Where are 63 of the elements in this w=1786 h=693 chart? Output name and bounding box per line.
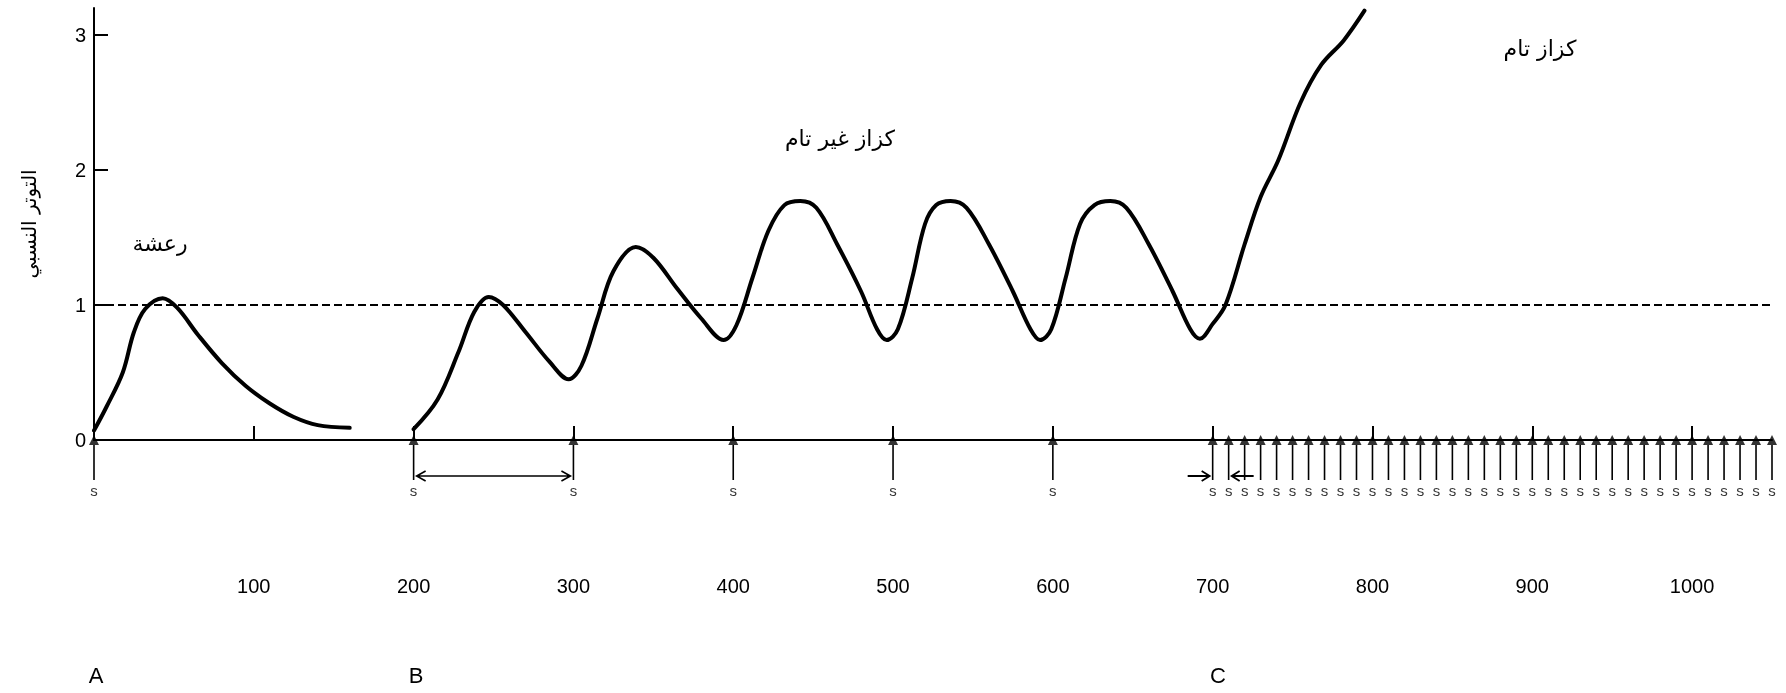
text: s [569,482,578,499]
text: s [1464,482,1473,499]
x-tick-label: 500 [876,575,910,597]
x-tick-label: 300 [556,575,591,597]
text: s [1736,482,1744,499]
text: s [729,482,737,499]
x-tick-label: 700 [1195,575,1230,597]
text: s [1208,482,1217,499]
text: s [1480,482,1489,499]
text: s [1720,482,1728,499]
text: s [1704,482,1712,499]
text: s [1049,482,1057,499]
text: s [1560,482,1568,499]
text: s [1592,482,1600,499]
y-tick-label: 2 [74,159,86,181]
text: s [1496,482,1505,499]
text: s [1752,482,1760,499]
text: s [1336,482,1345,499]
text: s [1448,482,1457,499]
text: s [1672,482,1680,499]
text: s [889,482,897,499]
text: s [1656,482,1664,499]
text: s [1240,482,1249,499]
text: s [1304,482,1313,499]
x-tick-label: 800 [1355,575,1390,597]
x-tick-label: 1000 [1669,575,1715,597]
text: s [1384,482,1393,499]
y-tick-label: 3 [74,24,86,46]
y-axis-title: التوتر النسبي [17,169,42,279]
text: s [1400,482,1409,499]
legend-label: s [90,482,98,499]
text: s [1272,482,1281,499]
text: s [1416,482,1425,499]
text: s [1688,482,1696,499]
text: s [1576,482,1584,499]
text: B [408,662,424,688]
annotation: كزاز تام [1503,36,1577,61]
x-tick-label: 200 [396,575,431,597]
text: A [88,662,104,688]
text: s [1352,482,1361,499]
text: s [1512,482,1521,499]
text: s [1288,482,1297,499]
x-tick-label: 900 [1515,575,1549,597]
annotation: رعشة [132,231,188,256]
text: s [1224,482,1233,499]
text: s [1368,482,1377,499]
text: s [409,482,418,499]
x-tick-label: 400 [716,575,750,597]
x-tick-label: 600 [1036,575,1070,597]
y-tick-label: 1 [74,294,86,316]
text: s [1544,482,1553,499]
text: s [1432,482,1441,499]
y-tick-label: 0 [74,429,86,451]
text: s [1608,482,1616,499]
text: s [1528,482,1537,499]
text: s [1256,482,1265,499]
text: s [1624,482,1632,499]
text: s [1640,482,1648,499]
annotation: كزاز غير تام [784,126,896,151]
x-tick-label: 100 [237,575,271,597]
text: s [1768,482,1776,499]
text: C [1210,662,1227,688]
text: s [1320,482,1329,499]
